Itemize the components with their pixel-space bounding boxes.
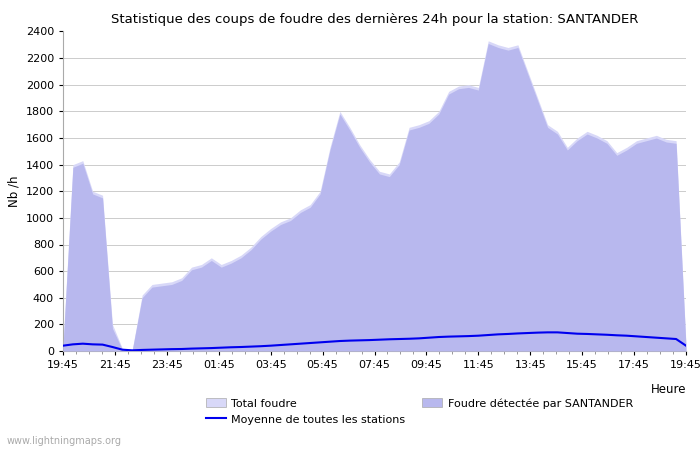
Legend: Total foudre, Moyenne de toutes les stations, Foudre détectée par SANTANDER: Total foudre, Moyenne de toutes les stat… [206,398,633,425]
Text: www.lightningmaps.org: www.lightningmaps.org [7,436,122,446]
Text: Heure: Heure [650,383,686,396]
Y-axis label: Nb /h: Nb /h [7,176,20,207]
Title: Statistique des coups de foudre des dernières 24h pour la station: SANTANDER: Statistique des coups de foudre des dern… [111,13,638,26]
